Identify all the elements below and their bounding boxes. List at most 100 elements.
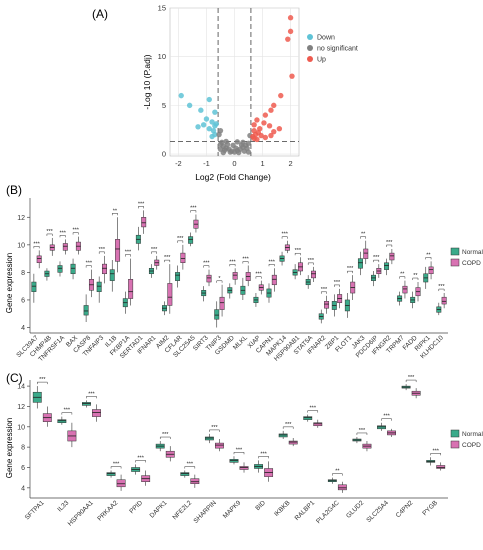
- significance-bracket: [135, 460, 146, 463]
- category-label: IL33: [56, 499, 70, 513]
- significance-label: ***: [321, 287, 328, 293]
- category-label: PPID: [128, 499, 144, 515]
- volcano-y-tick-label: 10: [158, 52, 166, 61]
- box-copd-chmp4b: [49, 237, 55, 256]
- box-body: [102, 263, 107, 275]
- box-copd-casp8: [88, 269, 94, 298]
- significance-label: ***: [164, 255, 171, 261]
- box-normal-il33: [57, 416, 67, 425]
- volcano-point-down: [213, 121, 219, 127]
- significance-bracket: [282, 426, 294, 429]
- significance-bracket: [255, 276, 262, 279]
- category-label: GLUD2: [345, 499, 366, 520]
- volcano-point-down: [186, 102, 193, 109]
- significance-label: ***: [373, 255, 380, 261]
- significance-label: ***: [236, 447, 243, 453]
- box-body: [106, 472, 116, 476]
- volcano-point-down: [178, 92, 184, 99]
- category-label: SFTPA1: [24, 499, 46, 521]
- box-body: [82, 402, 91, 406]
- box-body: [70, 263, 76, 275]
- significance-bracket: [233, 452, 245, 455]
- box-normal-sftpa1: [32, 386, 42, 409]
- box-body: [109, 269, 115, 281]
- y-tick-label: 14: [17, 384, 25, 391]
- significance-bracket: [151, 251, 158, 254]
- legend-label: COPD: [462, 260, 481, 267]
- box-normal-sertad1: [135, 226, 141, 251]
- box-normal-xiap: [253, 293, 259, 307]
- significance-label: *: [218, 276, 221, 282]
- significance-bracket: [381, 418, 392, 421]
- significance-bracket: [111, 213, 118, 216]
- volcano-point-up: [268, 132, 274, 139]
- significance-label: ***: [359, 428, 366, 434]
- box-body: [357, 258, 363, 269]
- box-copd-tnfrsf1a: [62, 239, 68, 255]
- box-copd-slc39a7: [36, 250, 42, 269]
- volcano-point-up: [251, 135, 257, 142]
- box-copd-ifnar1: [154, 255, 160, 270]
- box-copd-sertad1: [141, 210, 147, 234]
- box-normal-capn1: [266, 283, 272, 303]
- box-normal-nfe2l2: [180, 470, 190, 478]
- volcano-point-up: [258, 132, 264, 139]
- volcano-point-up: [254, 117, 260, 123]
- box-copd-bid: [264, 461, 274, 482]
- panel-b-legend: Normal COPD: [450, 247, 483, 267]
- category-label: PYGB: [421, 499, 439, 517]
- volcano-point-up: [266, 123, 273, 129]
- box-normal-ifnar2: [318, 309, 324, 324]
- volcano-y-tick-label: 5: [162, 101, 166, 110]
- box-normal-slc25a4: [377, 422, 386, 431]
- significance-bracket: [356, 432, 368, 435]
- volcano-point-down: [209, 133, 215, 140]
- box-normal-jak3: [357, 251, 363, 276]
- volcano-point-no-significant: [223, 138, 229, 145]
- significance-bracket: [307, 410, 319, 413]
- volcano-point-up: [262, 134, 269, 141]
- box-body: [377, 425, 386, 430]
- box-body: [62, 243, 68, 251]
- boxplot-panel-b: (B) 4681012SLC39A7CHMP4BTNFRSF1ABAXCASP8…: [5, 183, 483, 363]
- significance-bracket: [37, 381, 48, 385]
- significance-bracket: [138, 206, 144, 209]
- significance-bracket: [184, 466, 196, 469]
- box-body: [337, 484, 347, 491]
- box-copd-prkaa2: [116, 474, 126, 491]
- box-normal-flot1: [344, 293, 350, 318]
- volcano-point-no-significant: [236, 149, 242, 156]
- significance-label: ***: [125, 250, 132, 256]
- significance-label: ***: [151, 247, 158, 253]
- box-copd-ifngr2: [389, 248, 395, 265]
- category-label: BID: [254, 499, 267, 512]
- panel-label-b: (B): [6, 183, 22, 197]
- panel-label-c: (C): [6, 371, 23, 385]
- box-copd-pdcd6ip: [376, 264, 382, 278]
- y-tick-label: 10: [17, 242, 25, 249]
- volcano-x-tick-label: 1: [260, 159, 264, 168]
- legend-swatch: [307, 34, 313, 40]
- significance-bracket: [159, 436, 171, 440]
- significance-bracket: [209, 429, 220, 432]
- volcano-point-up: [278, 92, 284, 99]
- significance-label: **: [361, 232, 366, 238]
- significance-bracket: [281, 236, 288, 239]
- box-copd-nfe2l2: [190, 474, 200, 488]
- significance-label: ***: [33, 241, 40, 247]
- volcano-x-tick-label: 0: [232, 159, 236, 168]
- box-normal-trpm7: [397, 291, 403, 306]
- box-copd-mapk14: [284, 240, 290, 254]
- volcano-point-no-significant: [219, 139, 225, 146]
- box-copd-fkbp1a: [128, 258, 134, 306]
- box-copd-stat5a: [311, 266, 316, 283]
- box-copd-zbp1: [337, 288, 343, 309]
- significance-bracket: [216, 280, 223, 283]
- significance-label: ***: [138, 201, 145, 207]
- volcano-point-no-significant: [217, 127, 224, 134]
- box-body: [278, 433, 288, 438]
- significance-bracket: [33, 246, 40, 249]
- significance-label: ***: [438, 284, 445, 290]
- box-normal-slc25a5: [188, 232, 194, 247]
- box-normal-ppid: [131, 464, 141, 475]
